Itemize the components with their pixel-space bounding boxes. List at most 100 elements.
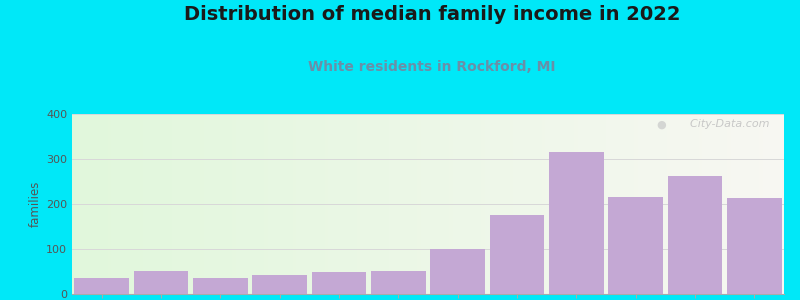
Bar	[517, 114, 521, 294]
Bar	[286, 114, 289, 294]
Bar	[595, 114, 599, 294]
Bar	[713, 114, 716, 294]
Bar	[727, 114, 730, 294]
Bar	[114, 114, 118, 294]
Bar	[563, 114, 567, 294]
Bar	[734, 114, 738, 294]
Bar	[275, 114, 278, 294]
Y-axis label: families: families	[29, 181, 42, 227]
Bar	[389, 114, 392, 294]
Bar	[204, 114, 207, 294]
Bar	[225, 114, 229, 294]
Bar	[755, 114, 759, 294]
Bar	[752, 114, 755, 294]
Bar	[342, 114, 346, 294]
Bar	[528, 114, 531, 294]
Bar	[777, 114, 781, 294]
Bar	[150, 114, 154, 294]
Bar	[438, 114, 442, 294]
Bar	[182, 114, 186, 294]
Bar	[386, 114, 389, 294]
Bar	[197, 114, 200, 294]
Bar	[232, 114, 236, 294]
Bar	[610, 114, 613, 294]
Bar	[107, 114, 111, 294]
Bar	[549, 114, 553, 294]
Bar	[691, 114, 695, 294]
Bar	[200, 114, 204, 294]
Bar	[364, 114, 367, 294]
Bar	[328, 114, 332, 294]
Bar	[357, 114, 360, 294]
Bar	[453, 114, 457, 294]
Bar	[161, 114, 165, 294]
Bar	[133, 114, 136, 294]
Bar	[499, 114, 502, 294]
Bar	[770, 114, 774, 294]
Bar	[140, 114, 143, 294]
Bar	[396, 114, 399, 294]
Bar	[178, 114, 182, 294]
Bar	[506, 114, 510, 294]
Bar	[72, 114, 75, 294]
Bar	[186, 114, 190, 294]
Bar	[190, 114, 193, 294]
Bar	[335, 114, 339, 294]
Bar	[339, 114, 342, 294]
Bar	[229, 114, 232, 294]
Bar	[193, 114, 197, 294]
Bar	[97, 114, 101, 294]
Bar	[716, 114, 720, 294]
Bar	[524, 114, 528, 294]
Bar	[645, 114, 649, 294]
Bar	[638, 114, 642, 294]
Bar	[354, 114, 357, 294]
Bar	[574, 114, 578, 294]
Bar	[670, 114, 674, 294]
Bar	[470, 114, 474, 294]
Bar	[218, 114, 222, 294]
Bar	[490, 215, 544, 294]
Bar	[239, 114, 243, 294]
Bar	[450, 114, 453, 294]
Bar	[90, 114, 94, 294]
Bar	[86, 114, 90, 294]
Bar	[250, 114, 254, 294]
Bar	[781, 114, 784, 294]
Bar	[720, 114, 723, 294]
Bar	[652, 114, 656, 294]
Bar	[631, 114, 634, 294]
Bar	[774, 114, 777, 294]
Bar	[371, 271, 426, 294]
Bar	[410, 114, 414, 294]
Bar	[510, 114, 514, 294]
Bar	[264, 114, 268, 294]
Bar	[567, 114, 570, 294]
Bar	[674, 114, 677, 294]
Bar	[350, 114, 354, 294]
Bar	[289, 114, 293, 294]
Bar	[104, 114, 107, 294]
Bar	[421, 114, 425, 294]
Bar	[727, 198, 782, 294]
Bar	[332, 114, 335, 294]
Text: White residents in Rockford, MI: White residents in Rockford, MI	[308, 60, 556, 74]
Bar	[418, 114, 421, 294]
Bar	[165, 114, 168, 294]
Bar	[627, 114, 631, 294]
Bar	[325, 114, 328, 294]
Bar	[94, 114, 97, 294]
Bar	[538, 114, 542, 294]
Bar	[101, 114, 104, 294]
Bar	[730, 114, 734, 294]
Bar	[585, 114, 588, 294]
Bar	[762, 114, 766, 294]
Bar	[489, 114, 492, 294]
Text: Distribution of median family income in 2022: Distribution of median family income in …	[184, 4, 680, 23]
Bar	[430, 249, 485, 294]
Bar	[742, 114, 745, 294]
Bar	[360, 114, 364, 294]
Bar	[521, 114, 524, 294]
Bar	[134, 271, 188, 294]
Bar	[378, 114, 382, 294]
